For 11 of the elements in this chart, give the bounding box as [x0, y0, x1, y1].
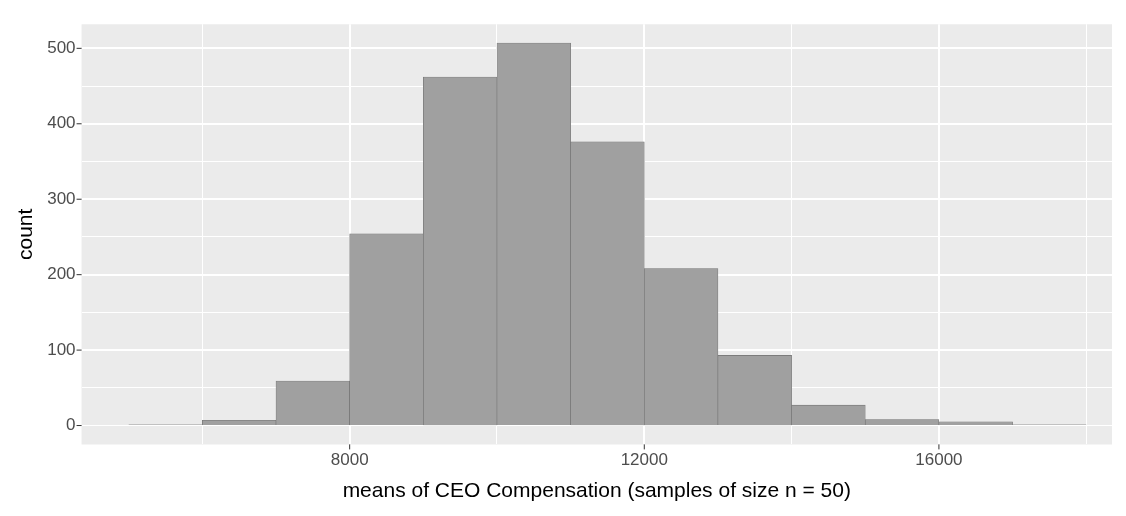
- y-tick-label: 100: [47, 339, 76, 359]
- x-tick-label: 16000: [915, 450, 963, 470]
- x-axis-title: means of CEO Compensation (samples of size n = 50): [342, 478, 851, 502]
- y-tick-label: 200: [47, 264, 76, 284]
- y-tick-label: 0: [66, 415, 76, 435]
- y-tick-label: 500: [47, 38, 76, 58]
- y-axis-title: count: [13, 208, 37, 260]
- y-tick-label: 400: [47, 113, 76, 133]
- y-tick-label: 300: [47, 188, 76, 208]
- x-tick-label: 8000: [330, 450, 369, 470]
- x-tick-label: 12000: [620, 450, 668, 470]
